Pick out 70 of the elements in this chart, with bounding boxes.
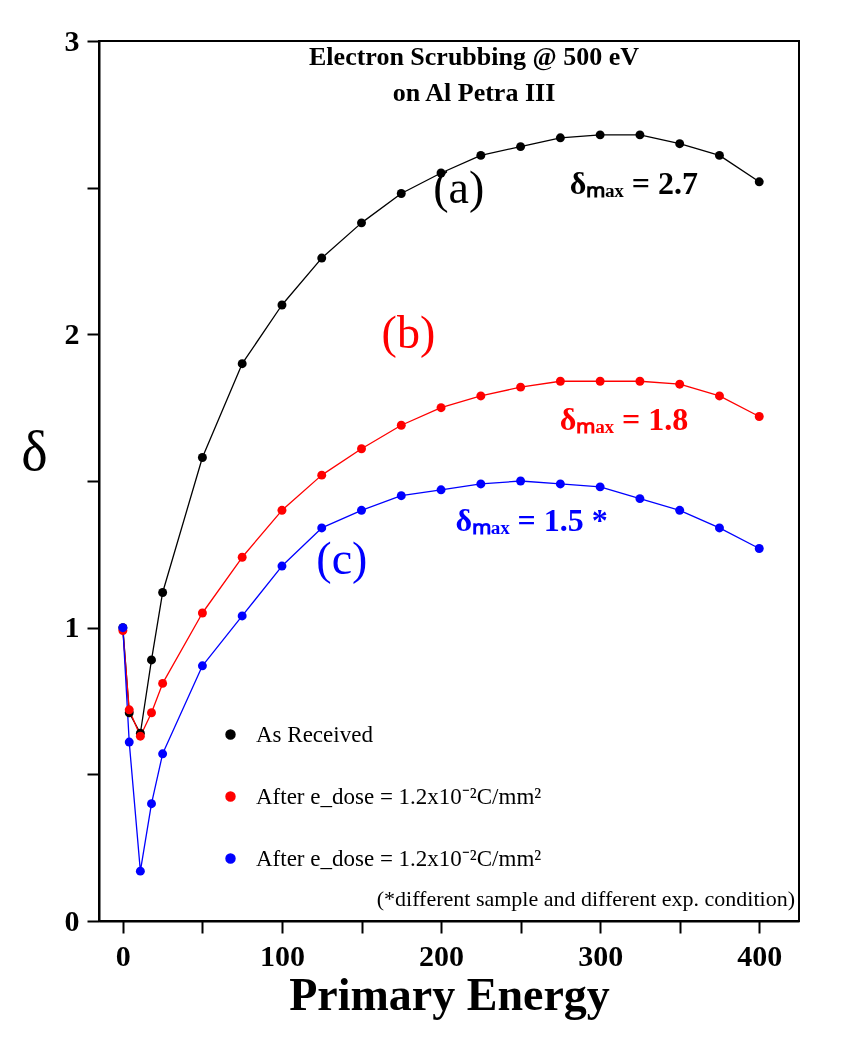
- point: [595, 482, 605, 492]
- point: [754, 544, 764, 553]
- annotation: (c): [316, 533, 368, 585]
- point: [675, 505, 685, 515]
- point: [516, 142, 526, 152]
- point: [357, 444, 366, 454]
- point: [135, 866, 145, 876]
- point: [516, 476, 526, 486]
- point: [635, 494, 645, 504]
- annotation: (b): [381, 307, 436, 359]
- annotation: δₘₐₓ = 1.8: [559, 401, 689, 438]
- point: [555, 376, 565, 386]
- point: [635, 130, 645, 140]
- point: [147, 708, 156, 718]
- point: [754, 412, 764, 421]
- point: [635, 376, 645, 386]
- point: [555, 479, 565, 489]
- point: [595, 130, 605, 140]
- annotation: (*different sample and different exp. condition): [376, 886, 795, 911]
- point: [197, 608, 207, 618]
- text: Electron Scrubbing @ 500 eV on Al Petra III: [309, 42, 640, 107]
- point: [124, 737, 134, 747]
- point: [714, 391, 724, 401]
- point: [754, 177, 764, 187]
- point: [277, 300, 287, 310]
- point: [147, 799, 156, 809]
- point: [595, 376, 605, 386]
- point: [158, 588, 168, 597]
- point: [237, 359, 247, 369]
- point: [675, 379, 685, 389]
- point: [516, 382, 526, 392]
- point: [714, 150, 724, 160]
- point: [396, 491, 406, 501]
- point: [476, 479, 486, 489]
- legend-label: As Received: [256, 721, 374, 747]
- annotation: δₘₐₓ = 2.7: [569, 165, 698, 202]
- y-tick-label: 1: [64, 610, 80, 644]
- annotation: (a): [433, 161, 485, 213]
- y-tick-label: 3: [64, 23, 80, 57]
- x-tick-label: 400: [737, 938, 783, 972]
- point: [277, 561, 287, 571]
- point: [197, 453, 207, 462]
- y-tick-label: 0: [64, 903, 80, 937]
- point: [277, 505, 287, 515]
- y-tick-label: 2: [64, 316, 80, 350]
- point: [237, 552, 247, 562]
- point: [675, 139, 685, 149]
- point: [396, 189, 406, 198]
- point: [476, 150, 486, 160]
- point: [237, 611, 247, 621]
- point: [317, 523, 327, 533]
- y-axis-title: δ: [21, 419, 48, 482]
- point: [436, 485, 446, 495]
- point: [476, 391, 486, 401]
- point: [436, 403, 446, 413]
- x-tick-label: 0: [115, 938, 131, 972]
- point: [158, 678, 168, 688]
- point: [396, 420, 406, 430]
- point: [714, 523, 724, 533]
- point: [158, 749, 168, 759]
- point: [555, 133, 565, 143]
- point: [147, 655, 156, 665]
- point: [317, 253, 327, 263]
- legend-label: After e_dose = 1.2x10⁻²C/mm²: [256, 783, 542, 809]
- point: [357, 505, 366, 515]
- point: [317, 470, 327, 480]
- legend-label: After e_dose = 1.2x10⁻²C/mm²: [256, 845, 542, 871]
- point: [197, 661, 207, 671]
- annotation: δₘₐₓ = 1.5 *: [455, 502, 608, 539]
- point: [357, 218, 366, 228]
